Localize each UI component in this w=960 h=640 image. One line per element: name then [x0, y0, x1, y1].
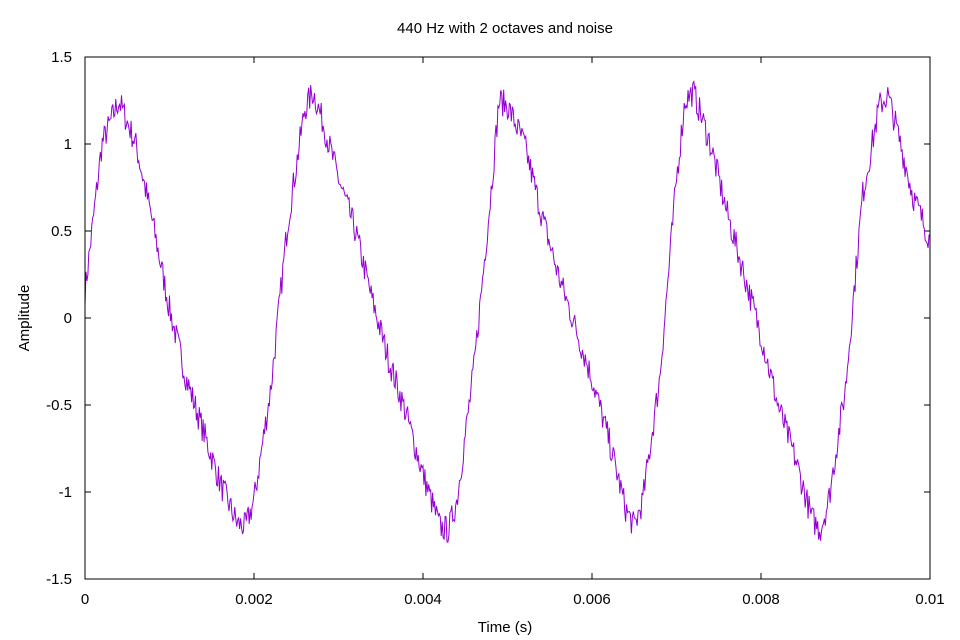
y-tick-label: -0.5 [46, 397, 72, 414]
y-tick-label: 0.5 [51, 223, 72, 240]
x-tick-label: 0.004 [404, 591, 442, 608]
y-tick-label: -1.5 [46, 571, 72, 588]
series-line [84, 79, 931, 543]
x-tick-label: 0 [81, 591, 89, 608]
y-tick-label: 1.5 [51, 49, 72, 66]
x-axis-label: Time (s) [478, 619, 532, 636]
chart-title: 440 Hz with 2 octaves and noise [397, 20, 613, 37]
y-tick-label: -1 [59, 484, 72, 501]
series-layer [84, 79, 931, 543]
x-tick-label: 0.008 [742, 591, 780, 608]
y-axis-label: Amplitude [16, 285, 33, 352]
x-tick-label: 0.01 [915, 591, 944, 608]
y-tick-label: 0 [64, 310, 72, 327]
plot-frame [84, 56, 931, 580]
x-tick-label: 0.002 [235, 591, 273, 608]
x-tick-label: 0.006 [573, 591, 611, 608]
ticks-layer: 0 0.002 0.004 0.006 0.008 0.01 -1.5 -1 -0.5 0 0.5 1… [46, 49, 944, 608]
y-tick-label: 1 [64, 136, 72, 153]
